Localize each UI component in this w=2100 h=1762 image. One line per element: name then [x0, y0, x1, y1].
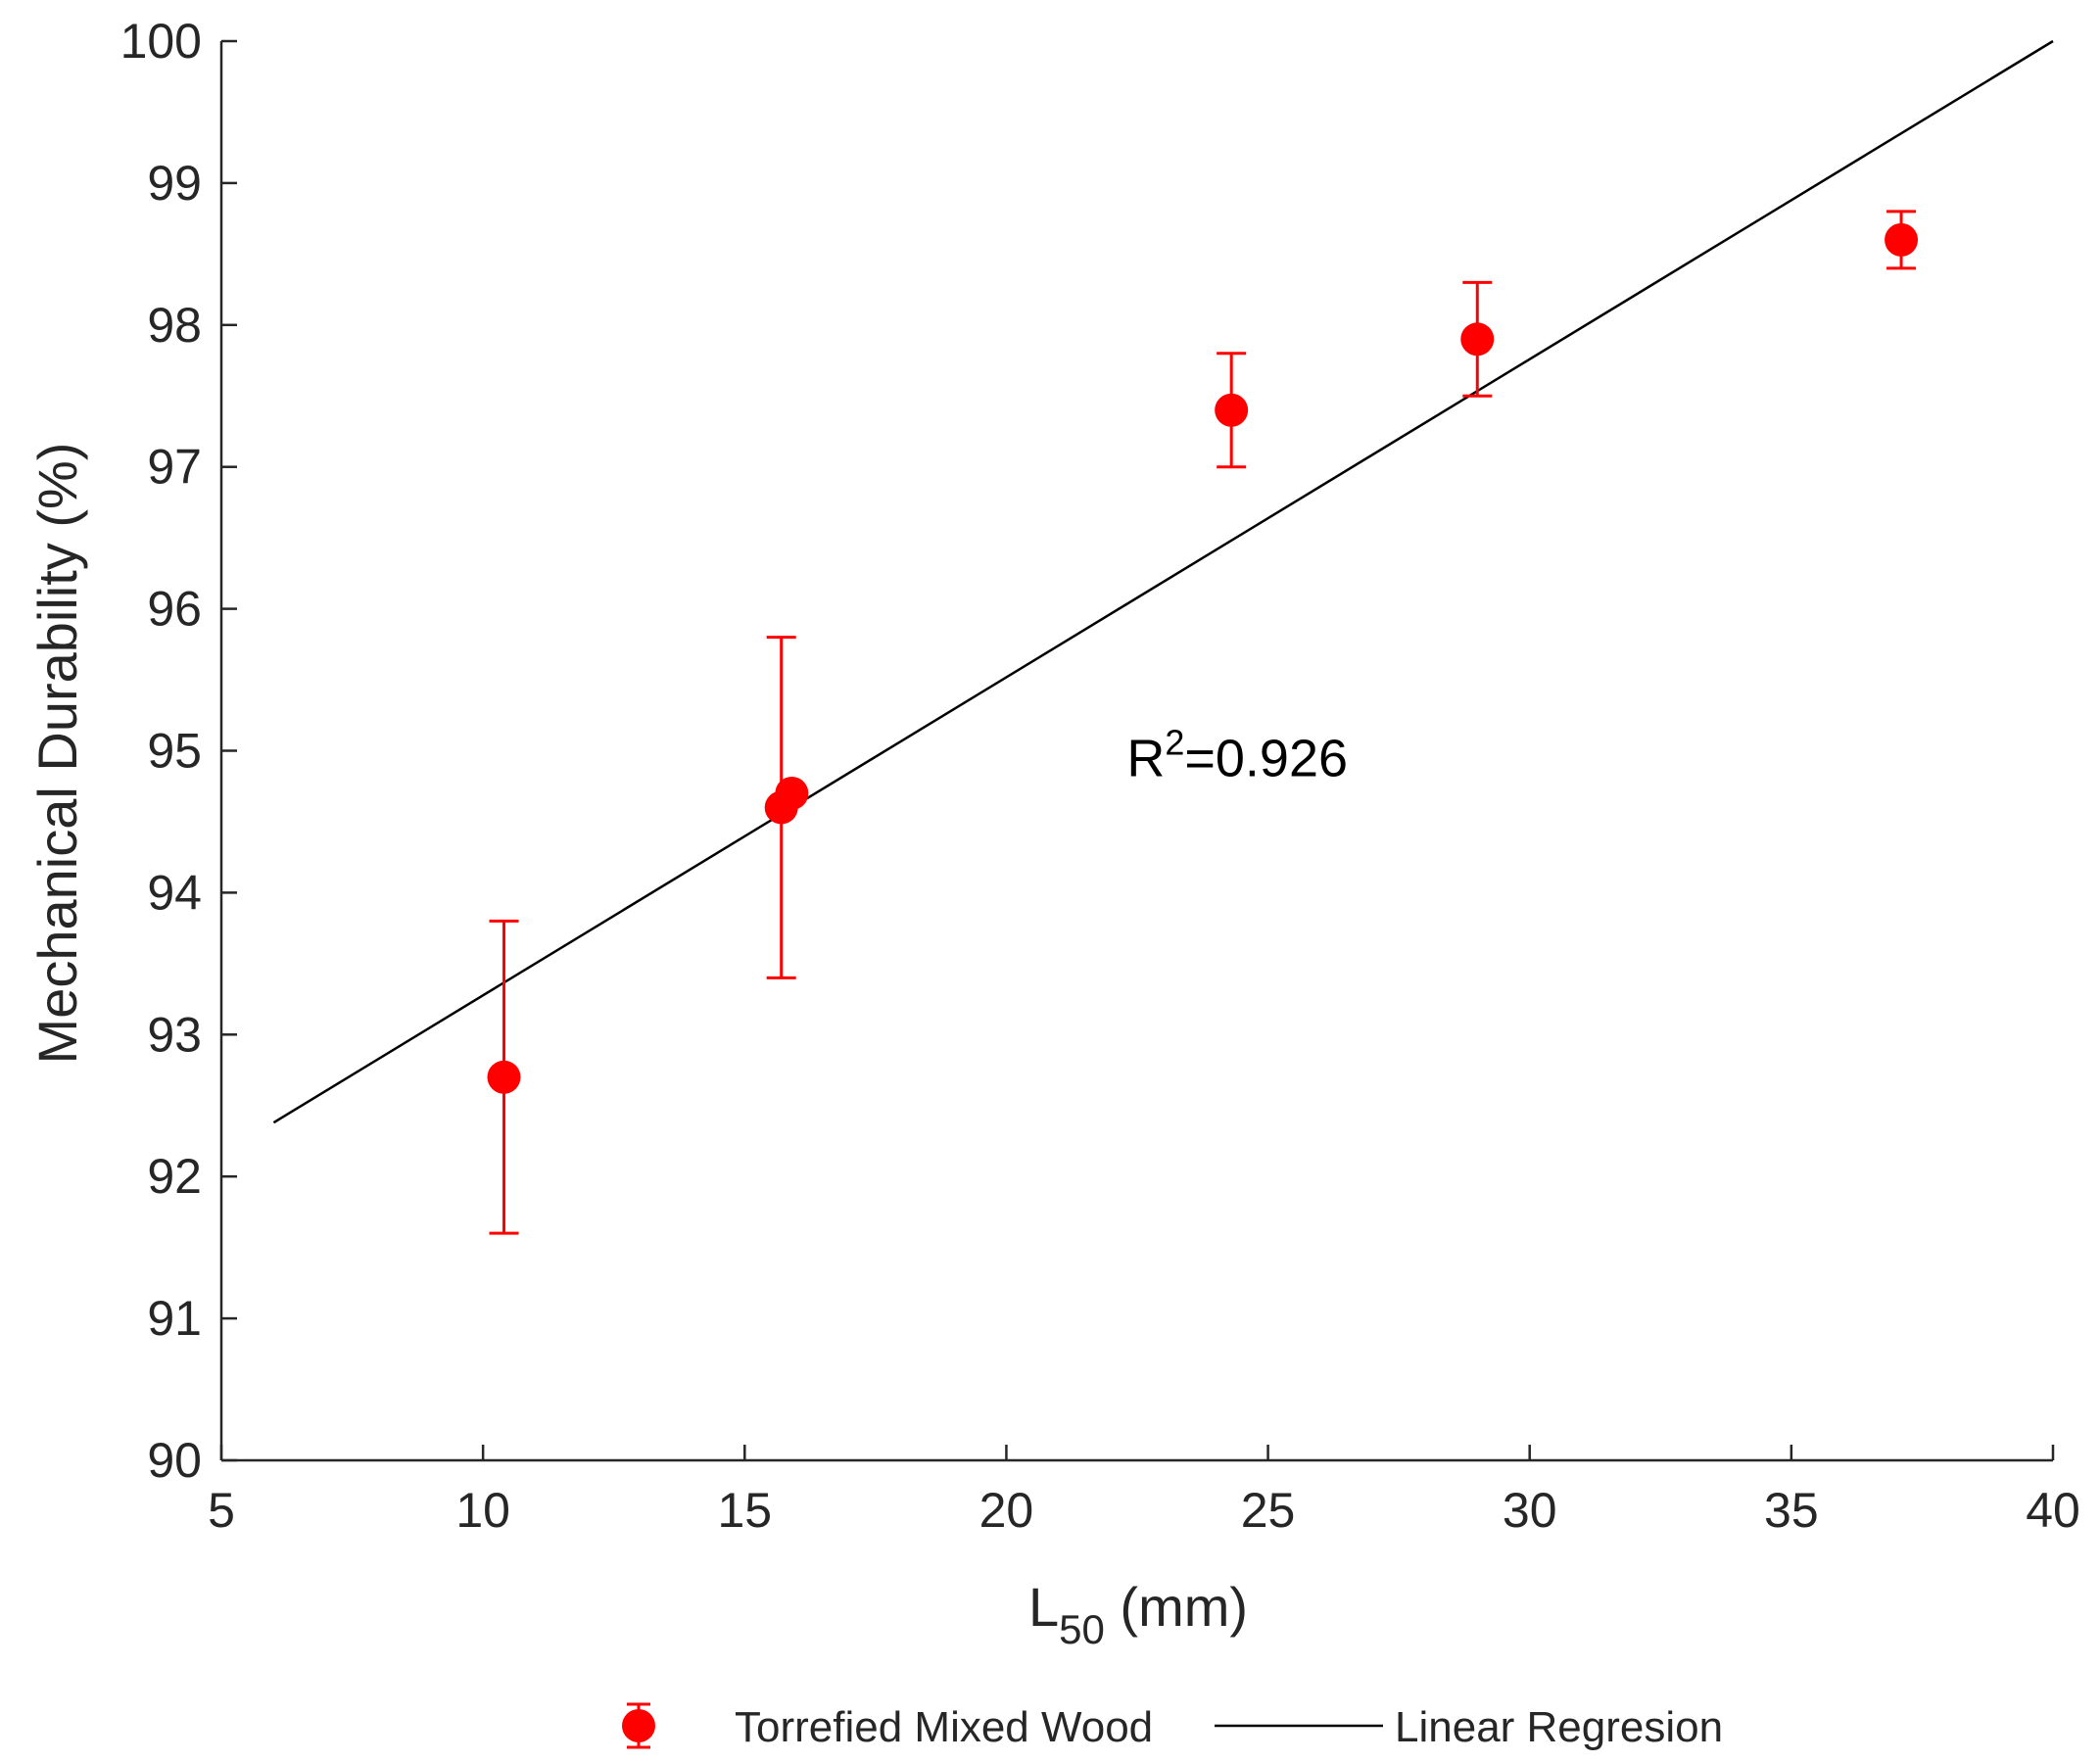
- y-tick-label: 92: [147, 1149, 202, 1204]
- data-point: [775, 776, 809, 810]
- x-tick-label: 15: [717, 1483, 772, 1538]
- y-tick-label: 99: [147, 156, 202, 211]
- regression-line: [272, 39, 2054, 1124]
- annotation-value: =0.926: [1184, 730, 1348, 788]
- legend-label-regression: Linear Regresion: [1395, 1703, 1723, 1751]
- y-axis-title: Mechanical Durability (%): [26, 443, 88, 1065]
- error-bars: [489, 210, 1917, 1235]
- y-tick-label: 97: [147, 440, 202, 495]
- x-axis-title: L50 (mm): [1028, 1576, 1248, 1652]
- x-axis-title-subscript: 50: [1059, 1606, 1105, 1652]
- x-tick-label: 5: [208, 1483, 235, 1538]
- regression-line-group: [272, 39, 2054, 1124]
- data-point: [1460, 322, 1495, 357]
- x-tick-label: 30: [1503, 1483, 1557, 1538]
- annotation-superscript: 2: [1165, 723, 1184, 763]
- annotation-base: R: [1126, 730, 1165, 788]
- x-axis-title-main: L: [1028, 1576, 1059, 1638]
- x-tick-label: 20: [979, 1483, 1034, 1538]
- data-point: [1885, 222, 1919, 257]
- y-axis-ticks: 90 91 92 93 94 95 96 97 98 99 100: [120, 14, 237, 1488]
- x-axis-ticks: 5 10 15 20 25 30 35 40: [208, 1445, 2080, 1538]
- x-axis-title-rest: (mm): [1105, 1576, 1248, 1638]
- data-point: [487, 1060, 521, 1094]
- y-tick-label: 91: [147, 1291, 202, 1346]
- r-squared-annotation: R2=0.926: [1126, 723, 1348, 788]
- y-tick-label: 100: [120, 14, 202, 69]
- y-tick-label: 93: [147, 1007, 202, 1062]
- legend-label-torrefied: Torrefied Mixed Wood: [735, 1703, 1153, 1751]
- x-tick-label: 40: [2026, 1483, 2080, 1538]
- y-tick-label: 90: [147, 1433, 202, 1488]
- x-tick-label: 25: [1241, 1483, 1296, 1538]
- y-tick-label: 95: [147, 724, 202, 779]
- x-tick-label: 35: [1764, 1483, 1819, 1538]
- data-point: [1215, 393, 1249, 427]
- y-tick-label: 98: [147, 298, 202, 353]
- data-points: [487, 222, 1919, 1094]
- y-tick-label: 94: [147, 865, 202, 920]
- y-tick-label: 96: [147, 582, 202, 637]
- x-tick-label: 10: [455, 1483, 510, 1538]
- legend-marker-circle-icon: [622, 1709, 655, 1742]
- legend: Torrefied Mixed Wood Linear Regresion: [622, 1702, 1723, 1751]
